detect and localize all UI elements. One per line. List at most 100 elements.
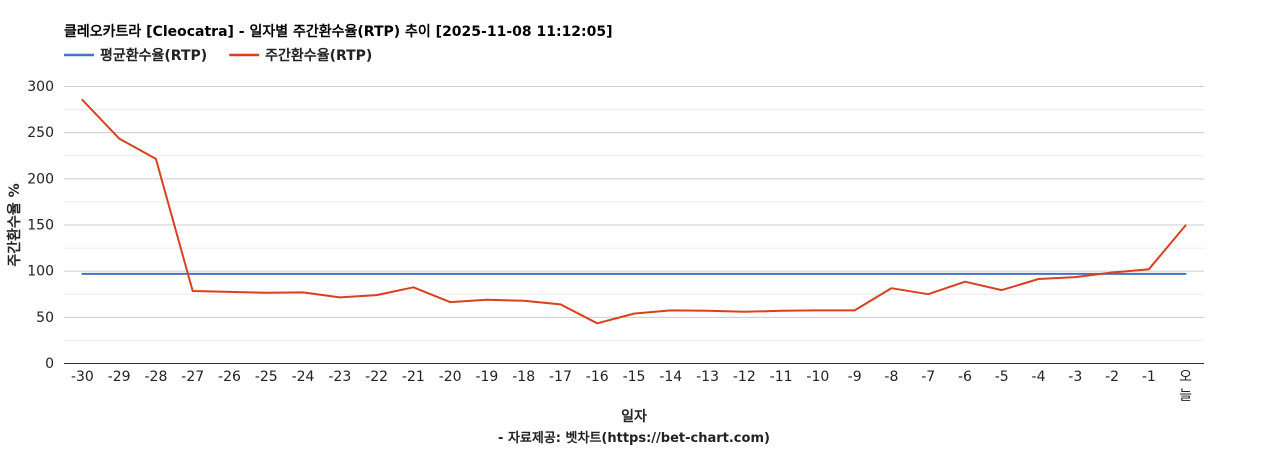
y-tick-label: 300 — [27, 79, 54, 95]
data-point — [1000, 289, 1003, 292]
data-point — [780, 309, 783, 312]
chart-title: 클레오카트라 [Cleocatra] - 일자별 주간환수율(RTP) 추이 [… — [64, 23, 613, 40]
data-point — [633, 272, 636, 275]
y-axis-title: 주간환수율 % — [6, 183, 23, 266]
x-tick-label: -4 — [1032, 369, 1046, 385]
data-point — [1184, 272, 1187, 275]
data-point — [780, 272, 783, 275]
data-point — [1147, 268, 1150, 271]
data-point — [963, 280, 966, 283]
y-tick-label: 50 — [36, 310, 54, 326]
x-tick-label: -17 — [549, 369, 572, 385]
x-tick-label: -16 — [586, 369, 609, 385]
x-tick-label: -14 — [659, 369, 682, 385]
x-tick-label: -6 — [958, 369, 972, 385]
data-point — [963, 272, 966, 275]
x-tick-label: -8 — [884, 369, 898, 385]
data-point — [1037, 272, 1040, 275]
data-point — [228, 272, 231, 275]
x-tick-label: -24 — [292, 369, 315, 385]
data-point — [338, 272, 341, 275]
data-point — [559, 303, 562, 306]
data-point — [927, 272, 930, 275]
x-axis-title: 일자 — [621, 409, 647, 425]
data-point — [890, 287, 893, 290]
data-point — [522, 272, 525, 275]
x-tick-label: -26 — [218, 369, 241, 385]
x-tick-label: -5 — [995, 369, 1009, 385]
data-point — [154, 272, 157, 275]
data-point — [816, 309, 819, 312]
data-point — [706, 309, 709, 312]
data-point — [743, 310, 746, 313]
x-tick-label: -28 — [144, 369, 167, 385]
data-point — [449, 272, 452, 275]
x-tick-label: -18 — [512, 369, 535, 385]
data-point — [559, 272, 562, 275]
data-point — [228, 290, 231, 293]
x-tick-label: -10 — [806, 369, 829, 385]
x-tick-label: -2 — [1105, 369, 1119, 385]
x-axis-ticks: -30 -29 -28 -27 -26 -25 -24 -23 -22 -21 -20 -19 -18-… — [71, 369, 1192, 404]
legend: 평균환수율(RTP) 주간환수율(RTP) — [64, 47, 372, 64]
y-tick-label: 150 — [27, 218, 54, 234]
data-point — [927, 293, 930, 296]
data-point — [1037, 277, 1040, 280]
y-axis-ticks: 0 50 100 150 200 250 300 — [27, 79, 54, 372]
data-point — [1147, 272, 1150, 275]
source-credit: - 자료제공: 벳차트(https://bet-chart.com) — [498, 430, 770, 446]
data-point — [375, 294, 378, 297]
x-tick-label: -22 — [365, 369, 388, 385]
data-point — [1074, 276, 1077, 279]
series-lines — [81, 98, 1187, 325]
x-tick-label: -30 — [71, 369, 94, 385]
x-tick-label: -9 — [848, 369, 862, 385]
data-point — [375, 272, 378, 275]
data-point — [853, 272, 856, 275]
data-point — [485, 298, 488, 301]
data-point — [669, 309, 672, 312]
data-point — [1184, 224, 1187, 227]
data-point — [890, 272, 893, 275]
data-point — [265, 291, 268, 294]
data-point — [338, 296, 341, 299]
data-point — [853, 309, 856, 312]
data-point — [191, 272, 194, 275]
data-point — [118, 272, 121, 275]
data-point — [485, 272, 488, 275]
x-tick-label: -15 — [623, 369, 646, 385]
series-line-1 — [81, 98, 1187, 325]
data-point — [412, 286, 415, 289]
x-tick-label: -25 — [255, 369, 278, 385]
data-point — [412, 272, 415, 275]
gridlines — [64, 86, 1204, 341]
x-tick-label: -20 — [439, 369, 462, 385]
x-tick-label: -21 — [402, 369, 425, 385]
x-tick-label: -13 — [696, 369, 719, 385]
data-point — [1111, 271, 1114, 274]
data-point — [633, 312, 636, 315]
x-tick-label: -3 — [1068, 369, 1082, 385]
data-point — [449, 301, 452, 304]
x-tick-label: -11 — [770, 369, 793, 385]
data-point — [118, 137, 121, 140]
data-point — [154, 157, 157, 160]
data-point — [1074, 272, 1077, 275]
data-point — [522, 299, 525, 302]
y-tick-label: 0 — [45, 356, 54, 372]
data-point — [596, 272, 599, 275]
data-point — [191, 289, 194, 292]
data-point — [706, 272, 709, 275]
data-point — [302, 272, 305, 275]
x-tick-label: -1 — [1142, 369, 1156, 385]
data-point — [81, 272, 84, 275]
y-tick-label: 100 — [27, 264, 54, 280]
y-tick-label: 250 — [27, 125, 54, 141]
data-point — [816, 272, 819, 275]
data-point — [669, 272, 672, 275]
x-tick-label: -19 — [475, 369, 498, 385]
x-tick-label: -27 — [181, 369, 204, 385]
x-tick-label: -23 — [328, 369, 351, 385]
